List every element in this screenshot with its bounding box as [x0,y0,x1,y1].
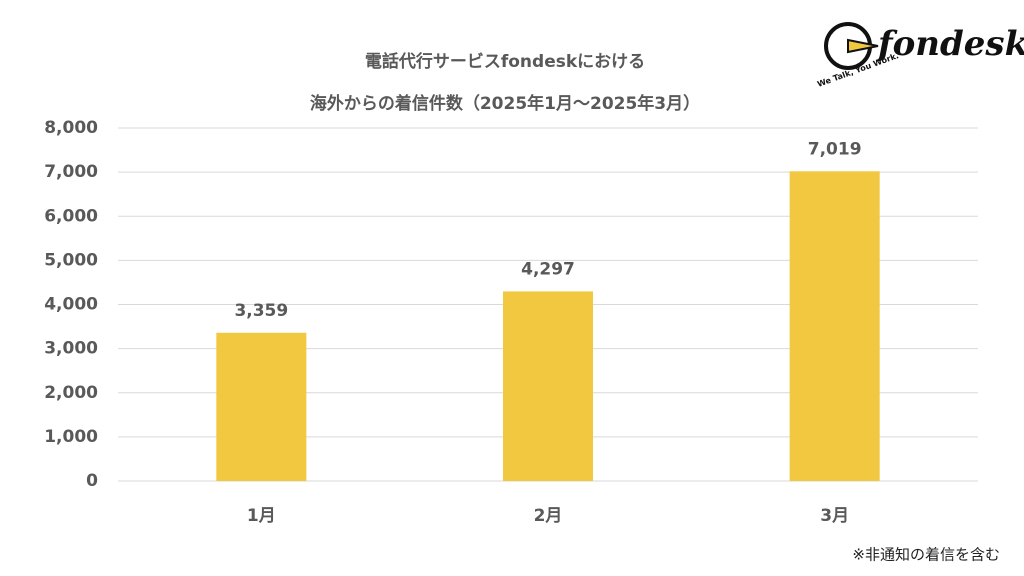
chart-title: 電話代行サービスfondeskにおける [365,51,645,72]
value-label: 4,297 [521,259,575,279]
bar [789,171,880,481]
y-tick-label: 4,000 [44,295,98,315]
bar [216,332,307,481]
bar [503,291,593,481]
logo-beak [847,38,879,54]
footnote: ※非通知の着信を含む [852,546,1000,564]
y-tick-label: 8,000 [44,118,98,138]
value-label: 3,359 [234,301,288,321]
logo-text: fondesk [876,24,1024,64]
value-label: 7,019 [808,139,862,159]
x-tick-label: 1月 [247,506,276,526]
y-tick-label: 6,000 [44,206,98,226]
y-tick-label: 3,000 [44,339,98,359]
y-tick-label: 5,000 [44,250,98,270]
x-tick-label: 2月 [534,506,563,526]
chart-title: 海外からの着信件数（2025年1月〜2025年3月） [310,93,700,114]
y-tick-label: 7,000 [44,162,98,182]
y-tick-label: 1,000 [44,427,98,447]
logo: fondesk We Talk, You Work. [816,22,1024,89]
x-tick-label: 3月 [820,506,849,526]
y-tick-label: 0 [86,471,98,491]
y-tick-label: 2,000 [44,383,98,403]
